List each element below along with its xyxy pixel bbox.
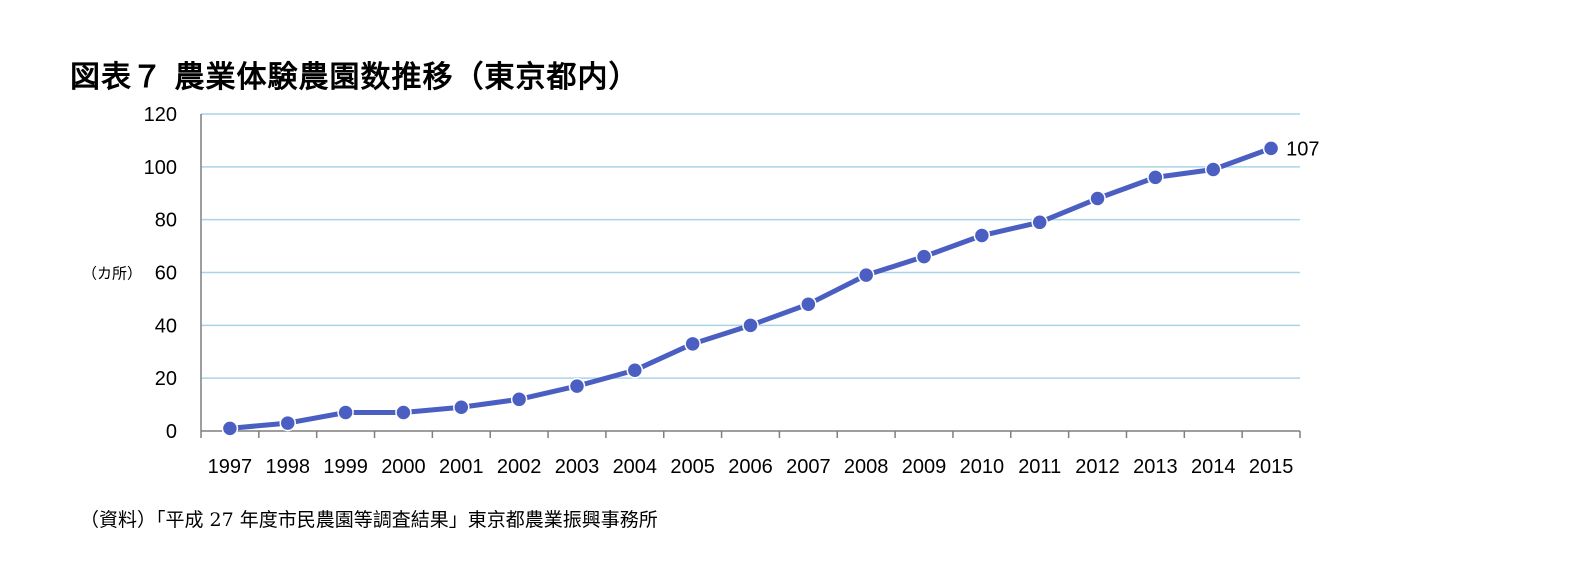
y-tick-label: 80 [155,210,177,232]
chart-title: 図表７ 農業体験農園数推移（東京都内） [70,60,640,95]
x-tick-label: 2004 [613,456,658,478]
x-tick-label: 2014 [1191,456,1236,478]
x-tick-label: 2013 [1133,456,1178,478]
data-point [1262,140,1280,157]
data-point [568,377,586,395]
data-point [221,420,239,437]
data-point [453,398,470,416]
y-tick-label: 100 [144,157,177,179]
data-point [742,317,759,334]
y-tick-label: 40 [155,315,177,337]
x-tick-label: 2011 [1018,456,1061,478]
x-tick-label: 2009 [902,456,947,478]
data-point [915,248,933,265]
source-note: （資料）「平成 27 年度市民農園等調査結果」東京都農業振興事務所 [80,509,658,531]
x-tick-label: 2008 [844,456,889,478]
data-point [1089,190,1106,207]
y-tick-label: 60 [155,263,177,285]
x-tick-label: 2003 [555,456,600,478]
x-tick-label: 2006 [728,456,773,478]
data-point [800,295,817,313]
x-tick-label: 2010 [960,456,1005,478]
data-point [684,335,701,353]
gridlines [201,113,1300,379]
x-tick-label: 2012 [1075,456,1120,478]
y-axis-ticks: 0 20 40 60 80 100 120 [144,104,177,443]
series-line [227,145,1274,431]
x-tick-label: 1998 [266,456,311,478]
data-label: 107 [1286,138,1319,160]
y-tick-label: 120 [144,104,177,126]
data-point [1204,161,1222,178]
series [221,140,1280,437]
x-tick-label: 2007 [786,456,831,478]
y-tick-label: 20 [155,368,177,390]
data-point [626,361,644,379]
data-point [1147,169,1164,186]
data-point [857,266,875,284]
axes [200,114,1301,438]
data-point [510,391,528,408]
x-tick-label: 1997 [208,456,253,478]
data-point [279,414,297,432]
y-tick-label: 0 [166,421,177,443]
data-point [1031,214,1048,231]
x-tick-label: 1999 [323,456,368,478]
x-tick-label: 2005 [670,456,715,478]
x-tick-label: 2015 [1249,456,1294,478]
data-point [395,404,412,421]
y-axis-label: （カ所） [82,265,142,283]
x-tick-label: 2002 [497,456,542,478]
data-labels: 107 [1286,138,1319,160]
data-point [973,227,991,244]
x-tick-label: 2000 [381,456,426,478]
x-axis-ticks: 1997 1998 1999 2000 2001 2002 2003 2004 2005 2006… [208,456,1294,478]
x-tick-label: 2001 [439,456,484,478]
data-point [337,404,354,421]
